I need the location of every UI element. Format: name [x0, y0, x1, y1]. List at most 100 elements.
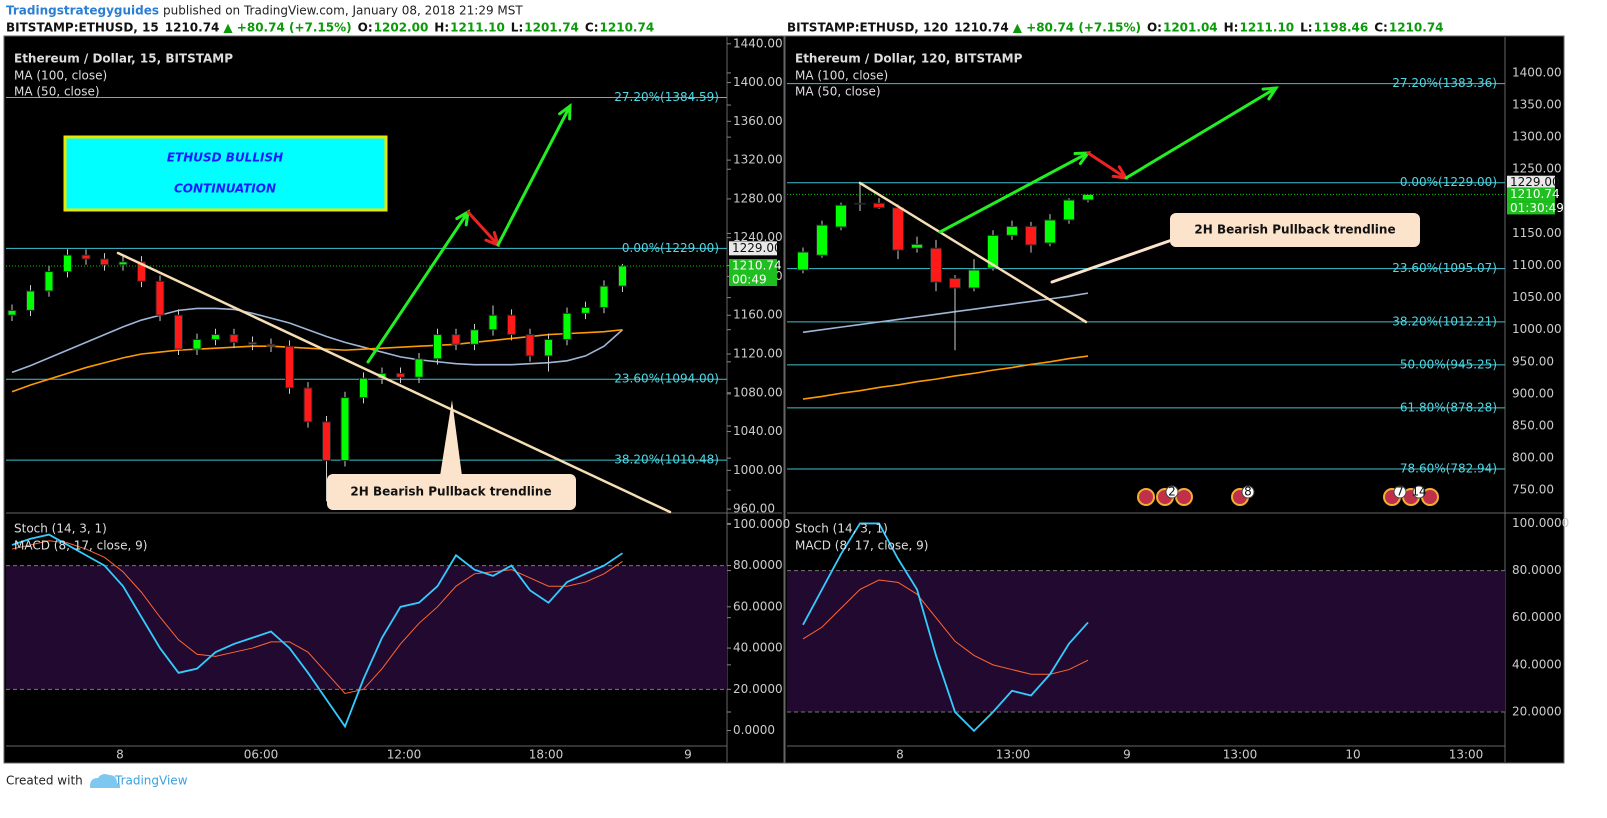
y-tick-label: 20.0000: [1512, 705, 1562, 719]
callout-box: [1170, 213, 1420, 247]
candle-body: [1063, 199, 1075, 221]
candle-body: [797, 251, 809, 271]
arrow-head: [1261, 86, 1279, 101]
fib-label: 0.00%(1229.00): [1400, 175, 1497, 189]
chart-title: Ethereum / Dollar, 15, BITSTAMP: [14, 52, 233, 66]
header-text: 1201.74: [524, 21, 579, 35]
y-tick-label: 950.00: [1512, 354, 1554, 368]
candle-body: [987, 234, 999, 269]
y-tick-label: 1000.00: [733, 463, 783, 477]
countdown-tag: [1507, 201, 1555, 215]
header-text: 1210.74: [1389, 21, 1444, 35]
y-tick-label: 20.0000: [733, 682, 783, 696]
candle-body: [562, 312, 572, 340]
price-tag-label: 1229.00: [732, 241, 782, 255]
legend-entry: MACD (8, 17, close, 9): [795, 539, 928, 553]
candle-body: [911, 243, 923, 249]
header-text: O:: [358, 21, 373, 35]
candle-body: [7, 309, 17, 316]
y-tick-label: 1400.00: [733, 75, 783, 89]
header-text: ▲ +80.74 (+7.15%): [1013, 21, 1141, 35]
countdown-tag: [729, 273, 777, 287]
candle-body: [285, 345, 294, 389]
candle-body: [835, 204, 847, 228]
candle-body: [137, 261, 146, 282]
title-box: [63, 135, 388, 212]
legend-entry: MACD (8, 17, close, 9): [14, 539, 147, 553]
legend-entry: MA (100, close): [14, 69, 107, 83]
arrow: [466, 210, 500, 247]
countdown: 00:49: [732, 273, 767, 287]
candle-body: [322, 421, 331, 462]
legend-entry: MA (50, close): [14, 85, 100, 99]
arrow-head: [558, 102, 572, 121]
stoch-line: [802, 522, 1089, 733]
candle-body: [248, 341, 257, 345]
candle-body: [100, 258, 109, 266]
candle-body: [174, 314, 183, 350]
price-tag-label: 1210.74: [1510, 187, 1560, 201]
candle-body: [854, 202, 866, 205]
legend-entry: Stoch (14, 3, 1): [795, 522, 888, 536]
y-tick-label: 900.00: [1512, 386, 1554, 400]
y-tick-label: 0.0000: [733, 723, 775, 737]
arrow: [366, 210, 470, 364]
time-label: 10: [1345, 748, 1360, 762]
callout-box: [327, 474, 576, 510]
y-tick-label: 80.0000: [1512, 563, 1562, 577]
candle-body: [488, 314, 498, 331]
candle-body: [266, 343, 276, 347]
header-text: 1210.74: [600, 21, 655, 35]
candle-body: [414, 358, 424, 378]
stoch-band: [787, 570, 1505, 712]
stoch-band: [6, 565, 727, 690]
header-text: BITSTAMP:ETHUSD, 15: [6, 21, 159, 35]
candle-body: [433, 334, 442, 360]
candle-body: [340, 397, 350, 462]
trendline: [858, 181, 1088, 324]
candle-body: [525, 334, 535, 357]
title-box-text: CONTINUATION: [174, 182, 276, 196]
candle-body: [816, 224, 828, 256]
candle-body: [1044, 219, 1056, 244]
moving-average: [11, 307, 624, 374]
arrow: [496, 104, 572, 247]
trendline: [116, 251, 672, 514]
header-text: H:: [1224, 21, 1239, 35]
event-count: 2: [1168, 485, 1176, 499]
y-tick-label: 1040.00: [733, 424, 783, 438]
candle-body: [470, 329, 479, 345]
fib-label: 50.00%(945.25): [1400, 357, 1497, 371]
candle-body: [118, 261, 128, 266]
candle-body: [192, 338, 202, 350]
header-text: BITSTAMP:ETHUSD, 120: [787, 21, 948, 35]
countdown: 01:30:49: [1510, 201, 1564, 215]
candle-body: [1082, 193, 1094, 201]
fib-label: 0.00%(1229.00): [622, 241, 719, 255]
header-text: 1211.10: [450, 21, 505, 35]
price-tag: [1507, 187, 1555, 202]
event-count: 14: [1411, 485, 1426, 499]
candle-body: [1025, 225, 1037, 246]
y-tick-label: 960.00: [733, 502, 775, 516]
legend-entry: Stoch (14, 3, 1): [14, 522, 107, 536]
y-tick-label: 1240.00: [733, 230, 783, 244]
event-badge: [1241, 485, 1255, 499]
candle-body: [44, 271, 54, 292]
y-tick-label: 1300.00: [1512, 130, 1562, 144]
candle-body: [26, 290, 35, 311]
footer-text: Created with: [6, 774, 83, 788]
y-tick-label: 1400.00: [1512, 65, 1562, 79]
header-text: Tradingstrategyguides: [6, 4, 159, 18]
y-tick-label: 1050.00: [1512, 290, 1562, 304]
fib-label: 61.80%(878.28): [1400, 400, 1497, 414]
header-text: 1198.46: [1314, 21, 1369, 35]
time-label: 13:00: [996, 748, 1031, 762]
time-label: 18:00: [529, 748, 564, 762]
callout-pointer: [440, 400, 462, 476]
callout-pointer: [1050, 238, 1174, 284]
y-tick-label: 1100.00: [1512, 258, 1562, 272]
stoch-line: [802, 579, 1089, 675]
candle-body: [229, 334, 239, 343]
